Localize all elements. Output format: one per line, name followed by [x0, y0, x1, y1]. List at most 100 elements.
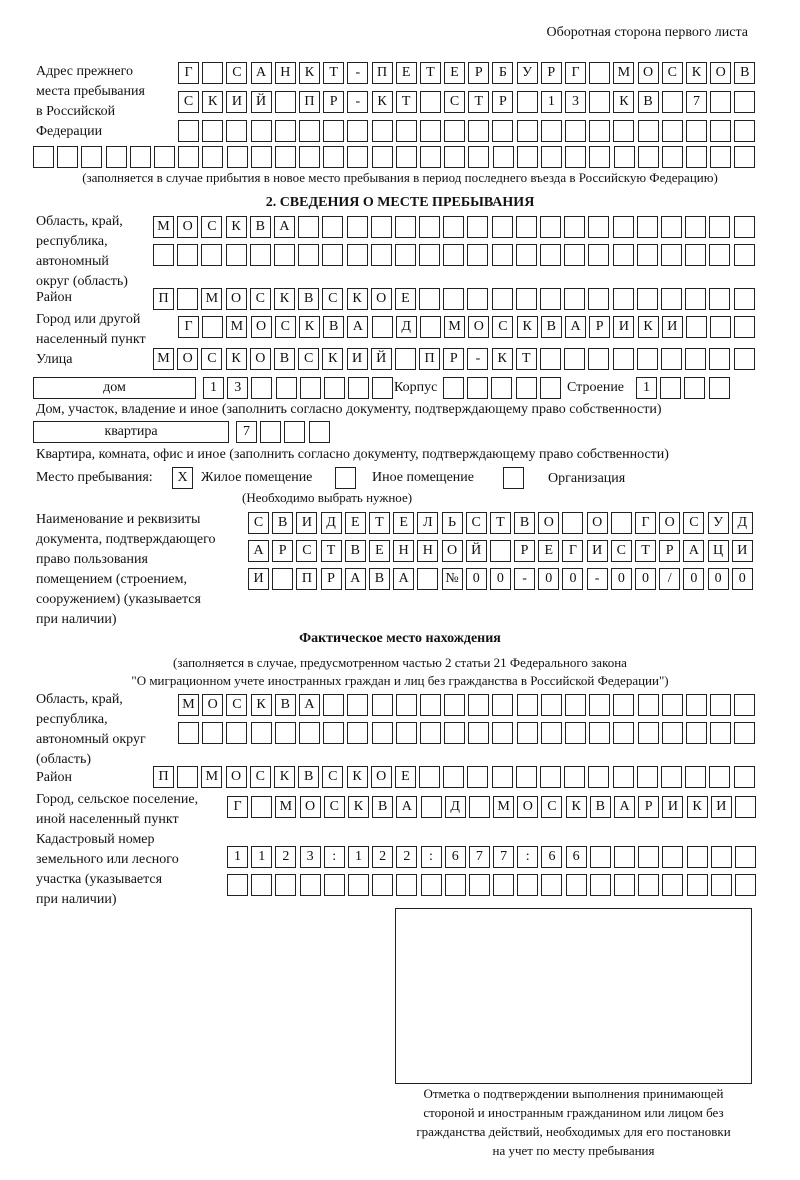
- char-box[interactable]: Е: [538, 540, 560, 562]
- char-box[interactable]: И: [710, 796, 732, 818]
- char-box[interactable]: С: [249, 288, 271, 310]
- char-box[interactable]: [637, 722, 659, 744]
- char-box[interactable]: К: [516, 316, 538, 338]
- char-box[interactable]: М: [444, 316, 466, 338]
- char-box[interactable]: [709, 288, 731, 310]
- char-box[interactable]: О: [468, 316, 490, 338]
- char-box[interactable]: К: [346, 766, 368, 788]
- char-box[interactable]: [589, 846, 611, 868]
- char-box[interactable]: [177, 288, 199, 310]
- char-box[interactable]: [370, 244, 392, 266]
- char-box[interactable]: [467, 766, 489, 788]
- char-box[interactable]: [661, 120, 683, 142]
- char-box[interactable]: С: [492, 316, 514, 338]
- char-box[interactable]: [539, 377, 561, 399]
- char-box[interactable]: 2: [275, 846, 297, 868]
- char-box[interactable]: В: [323, 316, 345, 338]
- char-box[interactable]: [419, 288, 441, 310]
- char-box[interactable]: И: [731, 540, 753, 562]
- char-box[interactable]: К: [613, 91, 635, 113]
- char-box[interactable]: [420, 146, 441, 168]
- char-box[interactable]: [733, 244, 755, 266]
- char-box[interactable]: [274, 722, 296, 744]
- house-type-field[interactable]: дом: [33, 377, 196, 399]
- char-box[interactable]: [636, 766, 658, 788]
- char-box[interactable]: Й: [370, 348, 392, 370]
- char-box[interactable]: 1: [636, 377, 657, 399]
- char-box[interactable]: [540, 120, 562, 142]
- char-box[interactable]: О: [710, 62, 732, 84]
- char-box[interactable]: :: [323, 846, 345, 868]
- char-box[interactable]: [395, 722, 417, 744]
- char-box[interactable]: [371, 694, 393, 716]
- char-box[interactable]: [394, 348, 416, 370]
- char-box[interactable]: [685, 244, 707, 266]
- stay-option-other-checkbox[interactable]: [335, 467, 356, 489]
- char-box[interactable]: А: [614, 796, 635, 818]
- char-box[interactable]: [419, 91, 441, 113]
- char-box[interactable]: [370, 216, 392, 238]
- char-box[interactable]: [588, 766, 610, 788]
- char-box[interactable]: [660, 216, 682, 238]
- char-box[interactable]: [612, 244, 634, 266]
- char-box[interactable]: [491, 216, 513, 238]
- char-box[interactable]: О: [637, 62, 659, 84]
- char-box[interactable]: [489, 540, 511, 562]
- char-box[interactable]: [273, 244, 295, 266]
- char-box[interactable]: [323, 874, 345, 896]
- char-box[interactable]: 0: [465, 568, 487, 590]
- char-box[interactable]: [420, 796, 442, 818]
- char-box[interactable]: [614, 846, 635, 868]
- char-box[interactable]: [348, 377, 370, 399]
- char-box[interactable]: [491, 288, 513, 310]
- char-box[interactable]: [540, 348, 561, 370]
- char-box[interactable]: И: [613, 316, 635, 338]
- char-box[interactable]: [637, 120, 659, 142]
- char-box[interactable]: М: [493, 796, 515, 818]
- char-box[interactable]: [540, 722, 562, 744]
- char-box[interactable]: [323, 146, 345, 168]
- char-box[interactable]: 0: [635, 568, 656, 590]
- char-box[interactable]: [565, 874, 587, 896]
- char-box[interactable]: 0: [489, 568, 511, 590]
- char-box[interactable]: [250, 722, 272, 744]
- char-box[interactable]: [274, 91, 296, 113]
- char-box[interactable]: [661, 722, 683, 744]
- char-box[interactable]: К: [371, 91, 393, 113]
- char-box[interactable]: 7: [685, 91, 707, 113]
- char-box[interactable]: [709, 348, 731, 370]
- char-box[interactable]: Р: [272, 540, 294, 562]
- char-box[interactable]: [734, 694, 756, 716]
- char-box[interactable]: [347, 120, 369, 142]
- char-box[interactable]: [492, 120, 514, 142]
- char-box[interactable]: К: [225, 216, 247, 238]
- char-box[interactable]: 0: [562, 568, 584, 590]
- char-box[interactable]: [443, 288, 465, 310]
- char-box[interactable]: К: [686, 796, 708, 818]
- char-box[interactable]: [346, 244, 368, 266]
- char-box[interactable]: К: [298, 62, 320, 84]
- char-box[interactable]: Л: [417, 512, 439, 534]
- char-box[interactable]: [564, 766, 586, 788]
- char-box[interactable]: [57, 146, 79, 168]
- char-box[interactable]: [733, 288, 755, 310]
- char-box[interactable]: К: [491, 348, 513, 370]
- char-box[interactable]: [515, 766, 537, 788]
- char-box[interactable]: [564, 216, 586, 238]
- char-box[interactable]: [129, 146, 151, 168]
- char-box[interactable]: В: [273, 348, 295, 370]
- char-box[interactable]: И: [586, 540, 608, 562]
- char-box[interactable]: [686, 874, 708, 896]
- char-box[interactable]: Р: [443, 348, 465, 370]
- char-box[interactable]: В: [368, 568, 390, 590]
- char-box[interactable]: [250, 146, 272, 168]
- char-box[interactable]: [638, 846, 660, 868]
- char-box[interactable]: [589, 120, 611, 142]
- char-box[interactable]: [347, 874, 369, 896]
- char-box[interactable]: Т: [489, 512, 511, 534]
- char-box[interactable]: [177, 766, 199, 788]
- char-box[interactable]: [516, 722, 538, 744]
- char-box[interactable]: [443, 216, 465, 238]
- char-box[interactable]: [491, 244, 513, 266]
- char-box[interactable]: Е: [395, 62, 417, 84]
